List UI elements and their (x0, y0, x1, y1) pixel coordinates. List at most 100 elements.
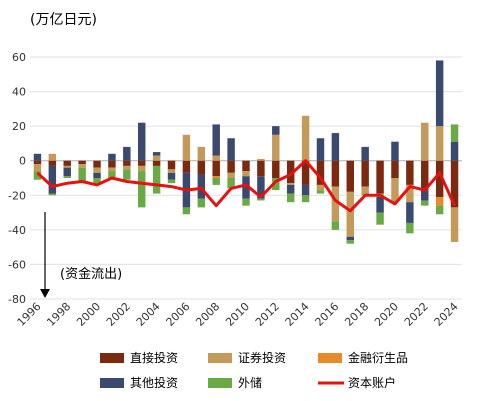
bar-segment (182, 207, 191, 215)
bar-segment (361, 160, 369, 187)
bar-segment (78, 160, 86, 165)
bar-segment (450, 124, 459, 142)
bar-segment (33, 160, 42, 165)
bar-segment (167, 179, 176, 184)
y-tick-label: -20 (8, 189, 26, 202)
legend-swatch (318, 353, 342, 363)
bar-segment (376, 160, 384, 194)
bar-segment (450, 207, 459, 242)
outflow-arrow (40, 212, 50, 298)
bar-segment (331, 186, 340, 222)
bar-segment (435, 197, 444, 206)
bar-segment (391, 160, 399, 178)
bar-segment (93, 172, 101, 178)
bar-segment (123, 146, 131, 161)
bar-segment (435, 60, 444, 127)
bar-segment (33, 171, 42, 180)
bar-segment (93, 178, 101, 184)
bar-segment (450, 141, 459, 161)
x-tick-label: 2006 (164, 300, 193, 329)
bar-segment (331, 133, 340, 161)
bar-segment (63, 167, 71, 177)
bar-segment (212, 124, 220, 156)
outflow-annotation: (资金流出) (60, 266, 122, 282)
bar-segment (212, 155, 220, 161)
legend-swatch (100, 353, 124, 363)
x-tick-label: 2010 (223, 300, 252, 329)
bar-segment (242, 171, 250, 177)
legend-swatch (208, 378, 232, 388)
bar-segment (63, 165, 71, 168)
y-axis-ticks: -80 -60 -40 -20 0 20 40 60 (8, 51, 26, 306)
bar-segment (361, 146, 369, 161)
bar-segment (257, 158, 265, 161)
bar-segment (435, 126, 444, 161)
x-tick-label: 1998 (44, 300, 73, 329)
bar-segment (301, 160, 310, 185)
bar-segment (227, 172, 235, 178)
bar-segment (197, 198, 206, 208)
x-tick-label: 2024 (432, 300, 461, 329)
x-tick-label: 2020 (372, 300, 401, 329)
bar-segment (123, 165, 131, 170)
bar-segment (182, 160, 191, 173)
bar-segment (421, 122, 429, 161)
bar-segment (406, 160, 414, 185)
bar-segment (272, 126, 280, 135)
legend-label: 资本账户 (348, 375, 396, 390)
capital-account-line (36, 159, 456, 213)
bar-segment (450, 160, 459, 208)
bar-segment (435, 160, 444, 198)
bar-segment (301, 184, 310, 196)
bar-segment (257, 198, 265, 201)
bar-segment (421, 190, 429, 201)
bar-segment (406, 184, 414, 203)
bar-segment (93, 167, 101, 173)
bar-segment (227, 138, 235, 161)
bar-segment (212, 160, 220, 177)
bar-segment (48, 153, 57, 161)
bar-segment (331, 221, 340, 230)
bar-segment (391, 178, 399, 201)
bar-segment (138, 122, 146, 161)
bar-segment (152, 155, 161, 161)
bar-segment (286, 193, 295, 203)
legend-label: 证券投资 (238, 350, 286, 365)
x-tick-label: 2008 (193, 300, 222, 329)
bar-segment (48, 193, 57, 196)
bar-segment (346, 160, 354, 192)
legend-swatch (208, 353, 232, 363)
bar-segment (316, 138, 325, 161)
x-tick-label: 2004 (134, 300, 163, 329)
bar-segment (406, 222, 414, 234)
bar-segment (272, 160, 280, 178)
x-tick-label: 2012 (253, 300, 282, 329)
bar-segment (361, 186, 369, 194)
legend-label: 金融衍生品 (348, 350, 408, 365)
bar-segment (93, 160, 101, 168)
y-tick-label: 0 (19, 155, 26, 168)
bar-segment (48, 160, 57, 166)
legend-label: 外储 (238, 375, 262, 390)
bar-segment (435, 205, 444, 215)
bar-segment (152, 160, 161, 166)
bar-segment (391, 200, 399, 203)
bar-segment (212, 176, 220, 178)
y-tick-label: -60 (8, 258, 26, 271)
bar-segment (391, 141, 399, 161)
bar-segment (182, 134, 191, 161)
bar-segment (272, 134, 280, 161)
arrow-head (40, 289, 50, 298)
bar-segment (78, 164, 86, 168)
unit-label: (万亿日元) (30, 12, 97, 28)
bar-segment (138, 160, 146, 166)
bar-segment (242, 198, 250, 206)
bar-segment (108, 167, 116, 172)
bar-segment (48, 165, 57, 194)
bar-segment (286, 184, 295, 194)
bar-segment (301, 195, 310, 203)
bar-segment (167, 169, 176, 173)
line-series (36, 159, 456, 213)
